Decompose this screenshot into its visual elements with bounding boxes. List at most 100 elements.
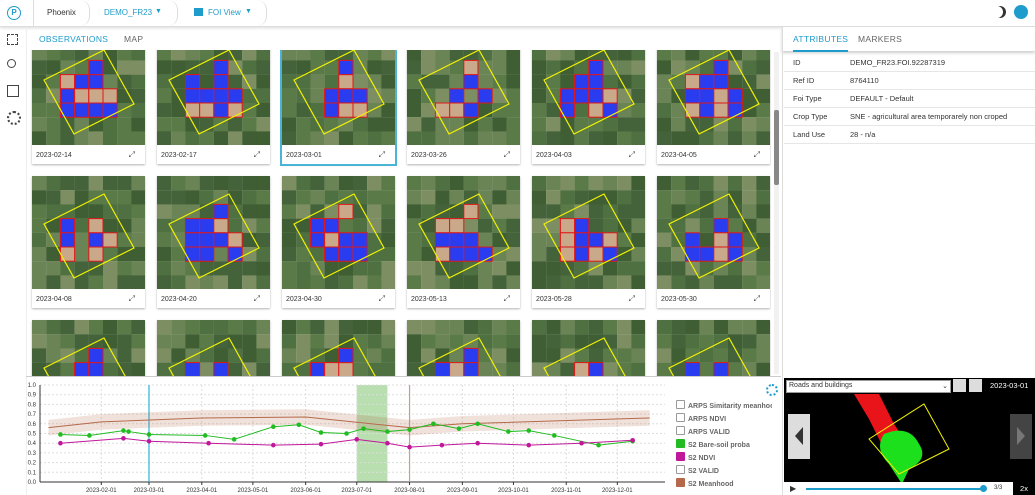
checkbox[interactable]: [676, 452, 685, 461]
play-button[interactable]: ▶: [790, 484, 797, 493]
pixel: [185, 117, 200, 132]
project-select[interactable]: DEMO_FR23 ▼: [92, 0, 178, 26]
pixel: [282, 50, 297, 61]
expand-icon[interactable]: ⤢: [503, 150, 510, 159]
pixel: [256, 275, 270, 289]
pixel: [296, 348, 311, 363]
legend-item[interactable]: S2 NDVI: [676, 452, 772, 462]
observation-card[interactable]: 2023-02-14 ⤢: [32, 50, 145, 164]
pixel: [588, 131, 604, 145]
field-pixel: [309, 218, 326, 234]
search-icon[interactable]: [7, 59, 16, 68]
pixel: [157, 218, 172, 233]
checkbox[interactable]: [676, 413, 685, 422]
pixel: [213, 131, 229, 145]
legend-item[interactable]: ARPS NDVI: [676, 413, 772, 423]
view-select[interactable]: FOI View ▼: [181, 0, 267, 26]
observation-card[interactable]: 2023-04-03 ⤢: [532, 50, 645, 164]
layers-button[interactable]: [953, 379, 966, 392]
pixel: [324, 204, 339, 219]
expand-icon[interactable]: ⤢: [128, 150, 135, 159]
divider: [26, 376, 781, 377]
observation-card[interactable]: 2023-05-28 ⤢: [532, 176, 645, 308]
tab[interactable]: ATTRIBUTES: [793, 34, 849, 52]
checkbox[interactable]: [676, 439, 685, 448]
expand-icon[interactable]: ⤢: [753, 294, 760, 303]
pixel: [506, 103, 520, 118]
observation-card[interactable]: 2023-04-30 ⤢: [282, 176, 395, 308]
expand-icon[interactable]: ⤢: [628, 294, 635, 303]
map-icon[interactable]: [7, 85, 19, 97]
data-point: [456, 426, 462, 431]
observation-card[interactable]: 2023-04-05 ⤢: [657, 50, 770, 164]
legend-item[interactable]: ARPS VALID: [676, 426, 772, 436]
observation-card[interactable]: 2023-02-17 ⤢: [157, 50, 270, 164]
pixel: [617, 60, 632, 75]
pixel: [74, 176, 89, 191]
chart-settings[interactable]: [766, 384, 778, 396]
observation-card[interactable]: 2023-03-26 ⤢: [407, 50, 520, 164]
checkbox[interactable]: [676, 426, 685, 435]
observation-card[interactable]: 2023-03-01 ⤢: [280, 50, 397, 166]
observation-card[interactable]: 2023-05-30 ⤢: [657, 176, 770, 308]
observation-card[interactable]: 2023-04-20 ⤢: [157, 176, 270, 308]
legend-item[interactable]: S2 Bare-soil proba: [676, 439, 772, 449]
scrollbar[interactable]: [774, 52, 779, 374]
expand-icon[interactable]: ⤢: [503, 294, 510, 303]
expand-icon[interactable]: ⤢: [128, 294, 135, 303]
pixel: [631, 190, 645, 205]
settings-icon[interactable]: [7, 111, 21, 125]
checkbox[interactable]: [676, 400, 685, 409]
pixel: [296, 261, 311, 276]
field-pixel: [324, 362, 340, 376]
tab[interactable]: MARKERS: [858, 34, 903, 44]
pixel: [338, 117, 354, 132]
speed-button[interactable]: 2x: [1013, 482, 1035, 495]
pixel: [546, 261, 561, 276]
timeline-thumb[interactable]: [980, 485, 987, 492]
observation-card[interactable]: [282, 320, 395, 376]
checkbox[interactable]: [676, 465, 685, 474]
data-point: [552, 433, 557, 438]
expand-icon[interactable]: ⤢: [253, 150, 260, 159]
expand-icon[interactable]: ⤢: [628, 150, 635, 159]
field-pixel: [74, 102, 90, 118]
user-avatar[interactable]: [1014, 5, 1028, 19]
checkbox[interactable]: [676, 478, 685, 487]
expand-icon[interactable]: ⤢: [253, 294, 260, 303]
scroll-thumb[interactable]: [774, 110, 779, 185]
logo[interactable]: P: [7, 6, 21, 20]
theme-toggle[interactable]: [994, 6, 1006, 18]
observation-card[interactable]: [532, 320, 645, 376]
legend-item[interactable]: S2 Meanhood: [676, 478, 772, 488]
legend-item[interactable]: ARPS Simitarity meanhood: [676, 400, 772, 410]
y-tick-label: 1.0: [28, 383, 37, 389]
expand-icon[interactable]: ⤢: [378, 150, 385, 159]
observation-card[interactable]: [657, 320, 770, 376]
observation-card[interactable]: [407, 320, 520, 376]
field-pixel: [699, 102, 715, 118]
legend-item[interactable]: S2 VALID: [676, 465, 772, 475]
field-pixel: [434, 246, 451, 262]
observation-card[interactable]: [32, 320, 145, 376]
observation-card[interactable]: [157, 320, 270, 376]
field-pixel: [184, 362, 201, 376]
focus-icon[interactable]: [7, 34, 18, 45]
pixel: [421, 247, 436, 262]
download-button[interactable]: [969, 379, 982, 392]
pixel: [478, 362, 493, 376]
pixel: [353, 50, 368, 61]
app-tab[interactable]: Phoenix: [33, 0, 90, 26]
observation-card[interactable]: 2023-05-13 ⤢: [407, 176, 520, 308]
pixel: [171, 60, 186, 75]
pixel: [478, 204, 493, 219]
pixel: [117, 218, 132, 233]
expand-icon[interactable]: ⤢: [378, 294, 385, 303]
tab[interactable]: MAP: [124, 34, 144, 44]
data-point: [506, 429, 511, 434]
pixel: [560, 334, 575, 349]
pixel: [421, 190, 436, 205]
observation-card[interactable]: 2023-04-08 ⤢: [32, 176, 145, 308]
layer-select[interactable]: Roads and buildings ⌄: [786, 380, 951, 393]
expand-icon[interactable]: ⤢: [753, 150, 760, 159]
